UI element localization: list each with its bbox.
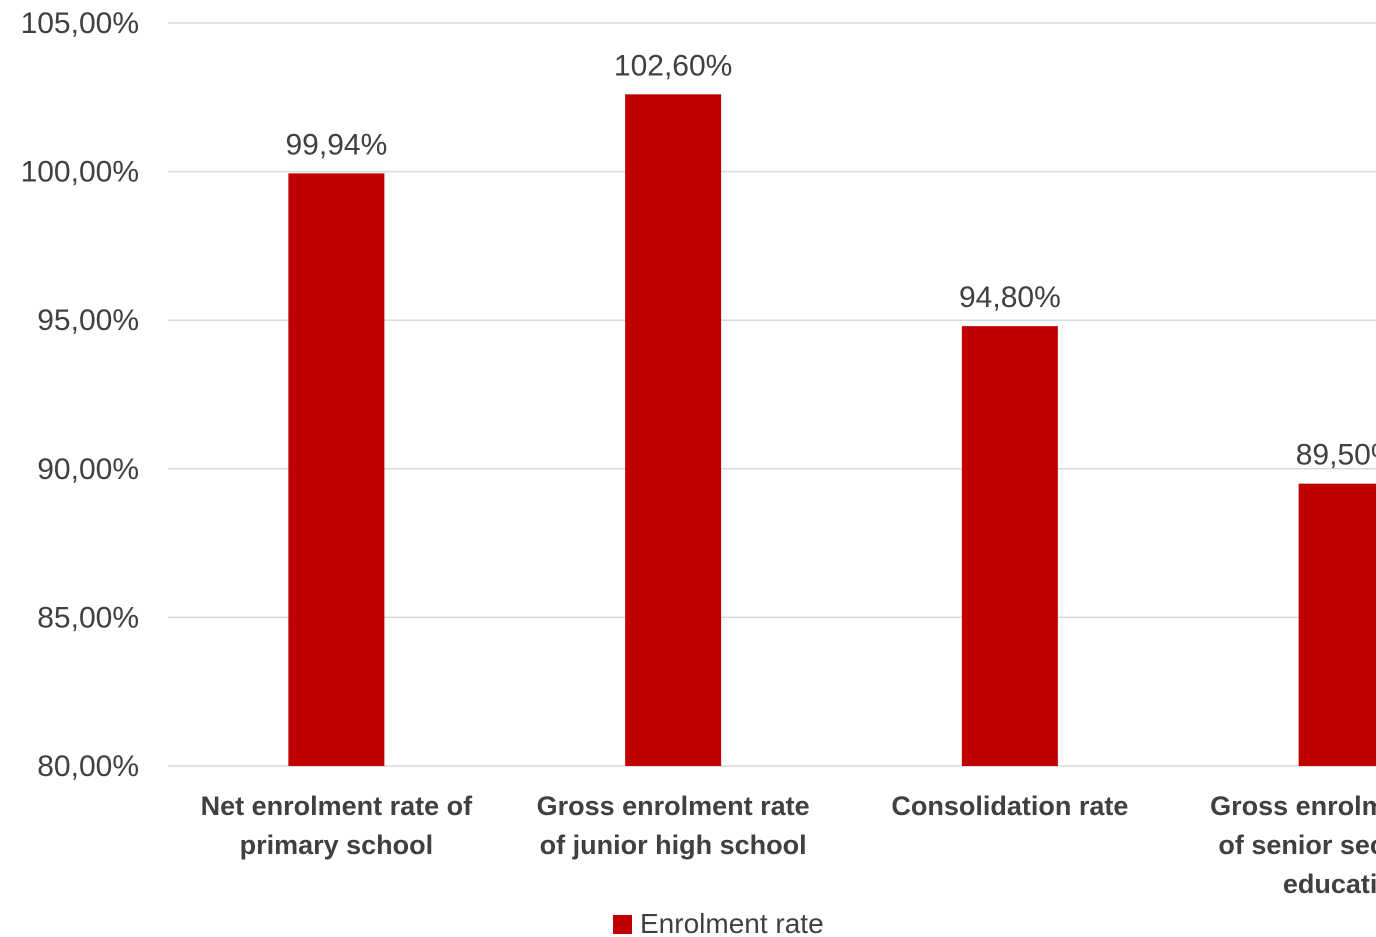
bars [288,94,1376,767]
y-tick-label: 80,00% [37,750,139,783]
legend-swatch [613,915,632,934]
y-axis-tick-labels: 80,00% 85,00% 90,00% 95,00% 100,00% 105,00% [21,7,139,783]
data-label: 94,80% [959,281,1061,314]
bar [288,173,385,767]
data-label: 89,50% [1296,439,1376,472]
category-label: Gross enrolment rate of junior high schoo… [537,791,810,860]
category-label: Consolidation rate [891,791,1128,821]
y-tick-label: 100,00% [21,156,139,189]
bar [961,326,1058,766]
data-labels: 99,94% 102,60% 94,80% 89,50% [286,49,1376,471]
y-tick-label: 85,00% [37,601,139,634]
bar [1298,483,1376,766]
data-label: 99,94% [286,128,388,161]
category-label: Net enrolment rate of primary school [201,791,474,860]
y-tick-label: 95,00% [37,304,139,337]
y-tick-label: 90,00% [37,453,139,486]
bar [625,94,722,766]
data-label: 102,60% [614,49,732,82]
legend: Enrolment rate [613,908,824,937]
x-axis-category-labels: Net enrolment rate of primary school Gross… [201,791,1376,899]
legend-label: Enrolment rate [640,908,824,937]
y-tick-label: 105,00% [21,7,139,40]
